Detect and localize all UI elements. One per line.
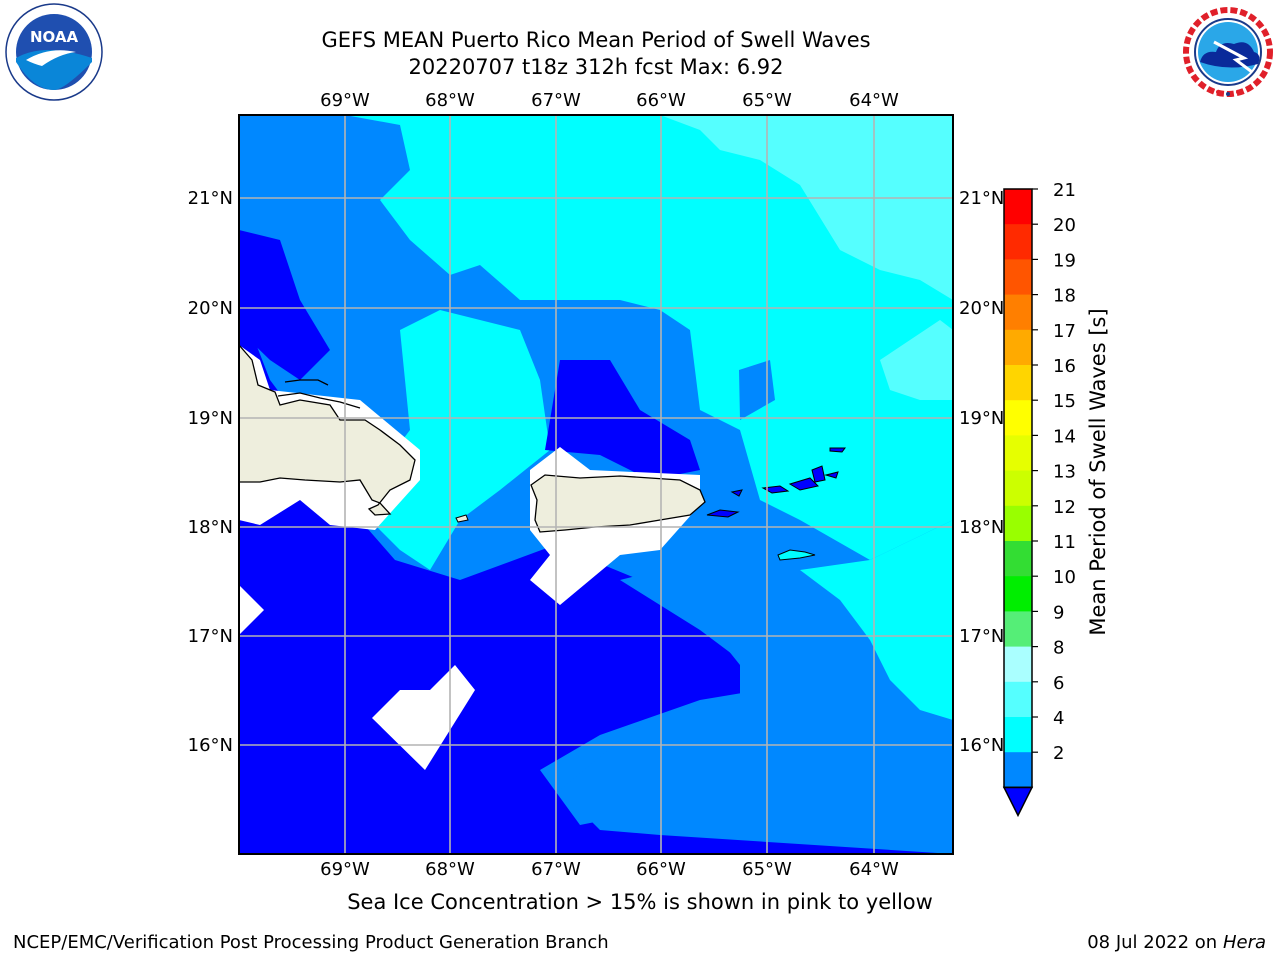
colorbar-swatch — [1004, 576, 1032, 612]
colorbar-frame — [1003, 188, 1033, 789]
lat-label: 19°N — [959, 408, 1004, 429]
colorbar-swatch — [1004, 224, 1032, 260]
lon-labels-top: 69°W 68°W 67°W 66°W 65°W 64°W — [320, 90, 899, 111]
page-title: GEFS MEAN Puerto Rico Mean Period of Swe… — [321, 28, 871, 52]
lon-label: 69°W — [320, 90, 370, 111]
colorbar-tick-label: 15 — [1053, 391, 1076, 412]
lat-label: 17°N — [959, 626, 1004, 647]
footer-credit: NCEP/EMC/Verification Post Processing Pr… — [13, 932, 609, 953]
colorbar-label: Mean Period of Swell Waves [s] — [1086, 308, 1110, 635]
colorbar-tick-label: 11 — [1053, 532, 1076, 553]
colorbar-swatch — [1004, 400, 1032, 436]
lon-label: 65°W — [742, 859, 792, 880]
colorbar-tick-label: 20 — [1053, 215, 1076, 236]
colorbar-swatch — [1004, 329, 1032, 366]
colorbar-swatch — [1004, 541, 1032, 577]
noaa-logo-text: NOAA — [30, 28, 79, 46]
colorbar-swatch — [1004, 294, 1032, 331]
lat-label: 19°N — [188, 408, 233, 429]
lat-labels-left: 21°N 20°N 19°N 18°N 17°N 16°N — [188, 188, 233, 756]
page-subtitle: 20220707 t18z 312h fcst Max: 6.92 — [408, 55, 784, 79]
swell-period-field — [239, 115, 953, 854]
lon-label: 67°W — [531, 90, 581, 111]
colorbar-tick-label: 10 — [1053, 567, 1076, 588]
lat-label: 20°N — [188, 298, 233, 319]
lon-label: 68°W — [425, 859, 475, 880]
lat-label: 20°N — [959, 298, 1004, 319]
colorbar-swatch — [1004, 505, 1032, 542]
colorbar-tick-label: 21 — [1053, 180, 1076, 201]
colorbar-tick-label: 8 — [1053, 638, 1064, 659]
lat-label: 21°N — [959, 188, 1004, 209]
lat-label: 21°N — [188, 188, 233, 209]
colorbar-swatch — [1004, 259, 1032, 296]
graticule — [239, 115, 953, 854]
colorbar-swatch — [1004, 470, 1032, 507]
colorbar-swatch — [1004, 611, 1032, 648]
colorbar-tick-label: 17 — [1053, 321, 1076, 342]
lon-label: 66°W — [636, 859, 686, 880]
lat-label: 18°N — [959, 517, 1004, 538]
lat-label: 16°N — [959, 735, 1004, 756]
footer-date-text: 08 Jul 2022 on — [1087, 932, 1223, 953]
colorbar-swatch — [1004, 646, 1032, 683]
colorbar-tick-label: 19 — [1053, 250, 1076, 271]
lon-label: 67°W — [531, 859, 581, 880]
colorbar-swatch — [1004, 189, 1032, 225]
colorbar-tick-label: 4 — [1053, 708, 1064, 729]
colorbar-tick-label: 6 — [1053, 673, 1064, 694]
nws-logo — [1180, 4, 1276, 100]
colorbar-tick-label: 14 — [1053, 426, 1076, 447]
lat-labels-right: 21°N 20°N 19°N 18°N 17°N 16°N — [959, 188, 1004, 756]
colorbar-tick-label: 12 — [1053, 497, 1076, 518]
colorbar-tick-label: 13 — [1053, 462, 1076, 483]
colorbar-tick-label: 9 — [1053, 602, 1064, 623]
lon-label: 64°W — [849, 90, 899, 111]
lon-label: 65°W — [742, 90, 792, 111]
colorbar-tick-label: 16 — [1053, 356, 1076, 377]
colorbar: 21 20 19 18 17 16 15 14 13 12 11 10 9 8 6 4 2 — [1002, 180, 1076, 818]
sea-ice-note: Sea Ice Concentration > 15% is shown in … — [347, 890, 933, 914]
lat-label: 17°N — [188, 626, 233, 647]
footer-date: 08 Jul 2022 on Hera — [1087, 932, 1266, 953]
colorbar-tick-label: 2 — [1053, 743, 1064, 764]
colorbar-swatch — [1004, 752, 1032, 788]
lon-label: 69°W — [320, 859, 370, 880]
lon-label: 66°W — [636, 90, 686, 111]
colorbar-swatch — [1004, 365, 1032, 401]
colorbar-swatch — [1004, 681, 1032, 718]
map-frame — [238, 114, 954, 855]
footer-host: Hera — [1222, 932, 1266, 953]
lon-label: 64°W — [849, 859, 899, 880]
colorbar-swatch — [1004, 435, 1032, 472]
colorbar-tick-label: 18 — [1053, 286, 1076, 307]
lat-label: 18°N — [188, 517, 233, 538]
lon-labels-bottom: 69°W 68°W 67°W 66°W 65°W 64°W — [320, 859, 899, 880]
noaa-logo: NOAA — [5, 3, 103, 101]
lon-label: 68°W — [425, 90, 475, 111]
colorbar-extend-arrow — [1002, 786, 1034, 818]
colorbar-swatch — [1004, 717, 1032, 753]
lat-label: 16°N — [188, 735, 233, 756]
